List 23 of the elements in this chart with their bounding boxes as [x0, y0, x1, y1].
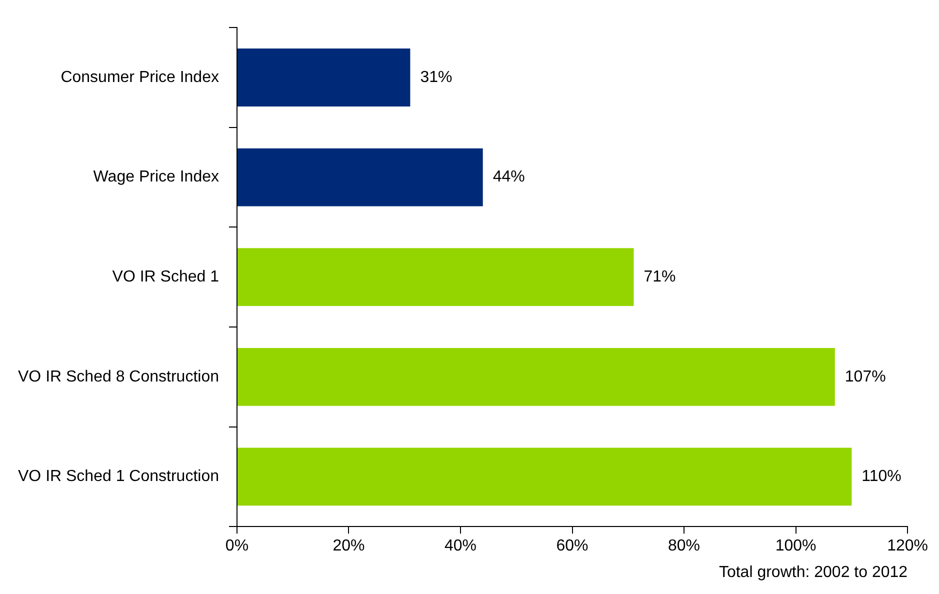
- bar: [237, 348, 835, 406]
- data-label: 44%: [492, 168, 525, 186]
- y-tick-label: VO IR Sched 8 Construction: [18, 368, 219, 386]
- y-tick-label: Wage Price Index: [93, 168, 219, 186]
- data-label: 110%: [862, 468, 902, 486]
- bar: [237, 148, 483, 206]
- y-tick-label: Consumer Price Index: [60, 68, 219, 86]
- x-tick-label: 80%: [668, 538, 700, 555]
- bar: [237, 448, 852, 506]
- x-tick-label: 0%: [225, 538, 249, 555]
- y-tick-label: VO IR Sched 1: [112, 268, 220, 286]
- x-tick-label: 20%: [332, 538, 365, 555]
- x-tick-label: 100%: [775, 538, 816, 555]
- data-label: 107%: [844, 368, 886, 386]
- data-label: 71%: [644, 268, 676, 286]
- x-tick-label: 60%: [556, 538, 588, 555]
- x-tick-label: 120%: [887, 538, 928, 555]
- data-label: 31%: [420, 68, 452, 86]
- x-tick-label: 40%: [444, 538, 477, 555]
- x-axis-title: Total growth: 2002 to 2012: [718, 564, 908, 581]
- bar: [237, 48, 410, 106]
- y-tick-label: VO IR Sched 1 Construction: [18, 468, 219, 486]
- bar: [237, 248, 634, 306]
